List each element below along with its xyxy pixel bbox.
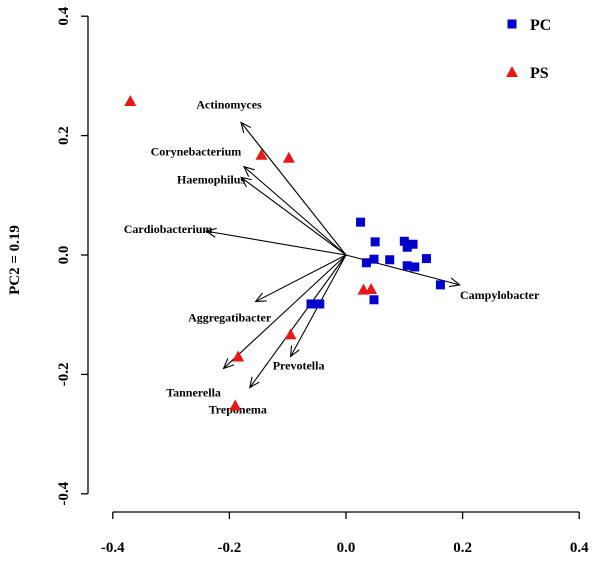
vector-arrowhead	[204, 227, 217, 238]
y-axis-label: PC2 = 0.19	[7, 225, 23, 295]
vector-corynebacterium: Corynebacterium	[151, 145, 347, 256]
point-pc	[361, 258, 371, 268]
point-pc	[385, 255, 395, 265]
vector-label: Prevotella	[273, 358, 325, 372]
x-tick-label: 0.0	[337, 540, 356, 556]
data-points	[124, 94, 445, 411]
vector-shaft	[240, 122, 347, 256]
series-ps	[124, 94, 378, 411]
legend-item-ps: PS	[506, 65, 549, 82]
point-pc	[408, 239, 418, 249]
vector-shaft	[205, 230, 347, 256]
vector-shaft	[223, 254, 347, 369]
vector-label: Aggregatibacter	[188, 311, 272, 325]
point-ps	[365, 283, 378, 295]
vector-arrowhead	[448, 277, 461, 288]
vector-cardiobacterium: Cardiobacterium	[124, 222, 347, 256]
vector-label: Campylobacter	[460, 288, 540, 302]
x-tick-label: -0.2	[218, 540, 242, 556]
vector-actinomyces: Actinomyces	[196, 97, 347, 256]
vector-label: Haemophilus	[177, 172, 245, 186]
y-tick-label: 0.2	[56, 126, 72, 145]
legend-marker	[506, 66, 518, 77]
vector-shaft	[243, 166, 347, 256]
vector-label: Actinomyces	[196, 97, 262, 111]
point-pc	[410, 262, 420, 272]
vector-tannerella: Tannerella	[166, 254, 347, 399]
axes: -0.4 -0.2 0.0 0.2 0.4 -0.4 -0.2 0.0 0.2 0.4	[56, 6, 589, 556]
vector-shaft	[249, 254, 347, 388]
point-pc	[402, 242, 412, 252]
point-ps	[255, 148, 268, 160]
point-pc	[435, 280, 445, 290]
vector-arrowhead	[239, 176, 252, 188]
point-pc	[402, 261, 412, 271]
vector-label: Cardiobacterium	[124, 222, 213, 236]
vector-shaft	[255, 254, 347, 303]
x-tick-label: -0.4	[101, 540, 125, 556]
legend-marker	[507, 19, 517, 29]
vector-label: Corynebacterium	[151, 145, 242, 159]
x-tick-label: 0.2	[453, 540, 472, 556]
point-ps	[282, 151, 295, 163]
vector-treponema: Treponema	[209, 254, 347, 417]
y-tick-label: 0.0	[56, 246, 72, 265]
vector-arrowhead	[254, 292, 267, 303]
point-pc	[369, 254, 379, 264]
vector-prevotella: Prevotella	[273, 254, 347, 372]
vector-arrowhead	[249, 376, 260, 389]
point-ps	[284, 328, 297, 340]
point-pc	[306, 299, 316, 309]
point-pc	[356, 217, 366, 227]
vector-arrowhead	[240, 121, 252, 134]
vector-aggregatibacter: Aggregatibacter	[188, 254, 347, 325]
point-pc	[369, 295, 379, 305]
point-ps	[124, 94, 137, 106]
legend-label: PC	[530, 17, 551, 34]
point-pc	[315, 299, 325, 309]
y-tick-label: -0.4	[56, 481, 72, 505]
point-pc	[421, 254, 431, 264]
point-pc	[370, 237, 380, 247]
legend: PC PS	[506, 17, 551, 82]
series-pc	[306, 217, 445, 309]
vector-haemophilus: Haemophilus	[177, 172, 347, 256]
vector-arrowhead	[222, 358, 235, 370]
point-ps	[232, 350, 245, 362]
legend-label: PS	[530, 65, 549, 82]
vector-label: Tannerella	[166, 385, 221, 399]
x-tick-label: 0.4	[570, 540, 589, 556]
legend-item-pc: PC	[507, 17, 551, 34]
point-pc	[399, 236, 409, 246]
vector-shaft	[240, 176, 347, 256]
vector-arrowhead	[289, 345, 300, 358]
y-tick-label: -0.2	[56, 363, 72, 387]
y-tick-label: 0.4	[56, 6, 72, 25]
vector-arrowhead	[242, 165, 255, 177]
point-ps	[229, 399, 242, 411]
loading-vectors: Actinomyces Corynebacterium Haemophilus Car…	[124, 97, 540, 416]
